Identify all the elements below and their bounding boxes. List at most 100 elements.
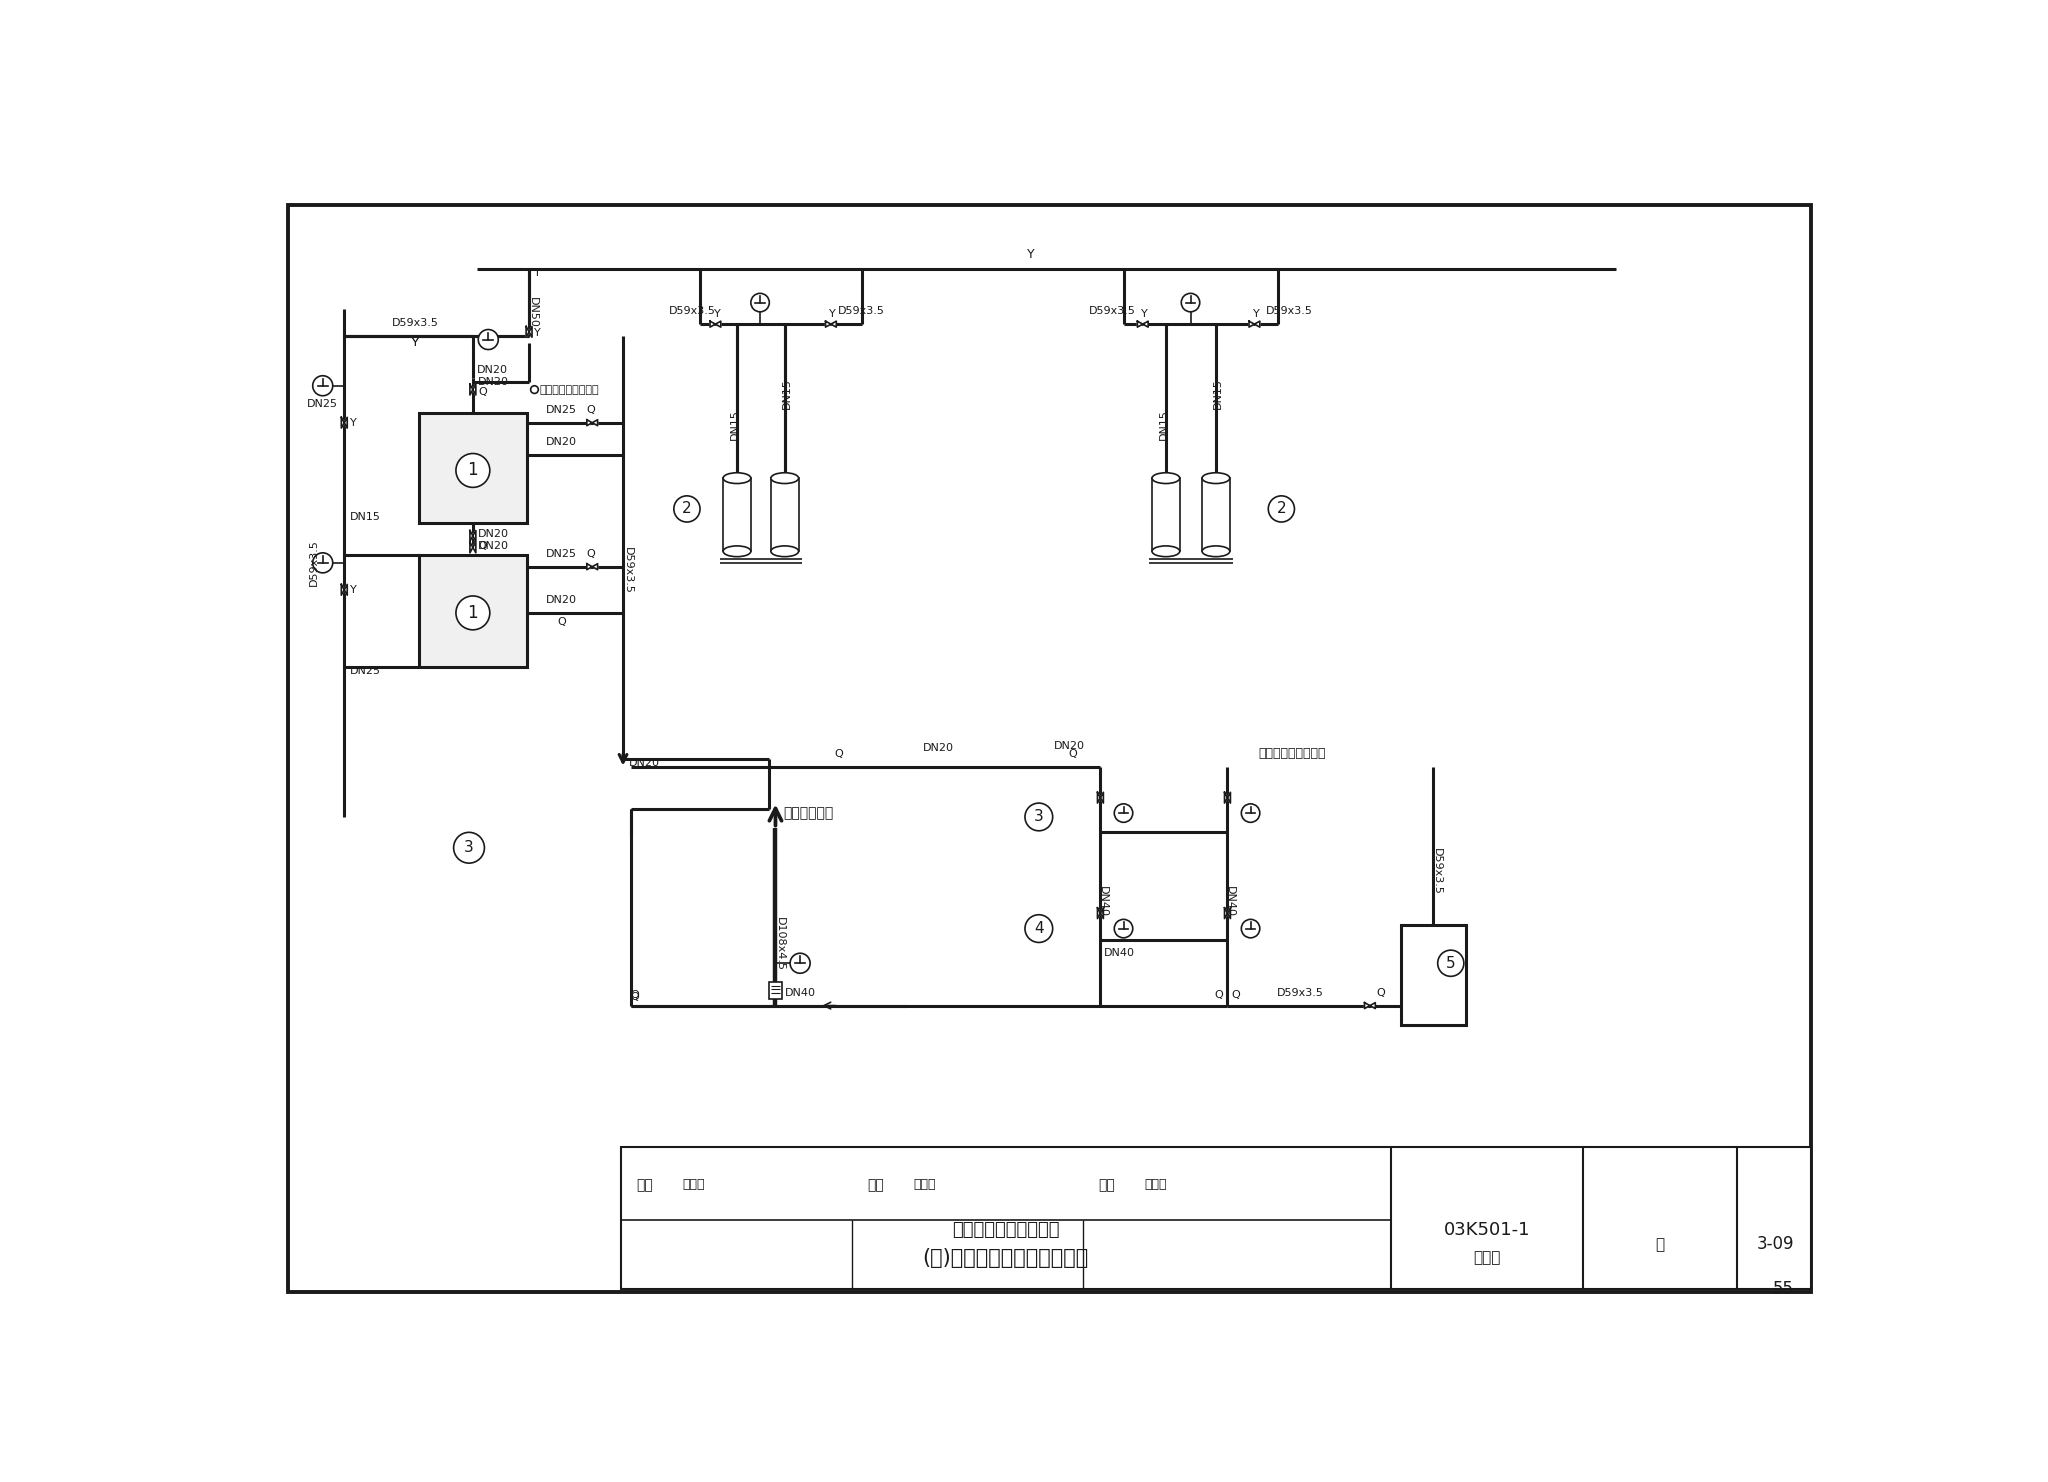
Polygon shape <box>1137 322 1149 328</box>
Bar <box>621 1147 1810 1289</box>
Polygon shape <box>1098 793 1104 803</box>
Text: D59x3.5: D59x3.5 <box>1266 307 1313 317</box>
Polygon shape <box>588 419 598 425</box>
Text: 55: 55 <box>1772 1280 1794 1298</box>
Bar <box>420 412 526 523</box>
Circle shape <box>1114 803 1133 823</box>
Text: D59x3.5: D59x3.5 <box>1278 988 1325 997</box>
Text: 2: 2 <box>682 501 692 516</box>
Bar <box>770 479 799 551</box>
Text: 页: 页 <box>1655 1237 1665 1252</box>
Text: DN25: DN25 <box>307 399 338 409</box>
Ellipse shape <box>770 545 799 557</box>
Circle shape <box>479 329 498 350</box>
Text: Q: Q <box>1376 988 1384 997</box>
Text: DN40: DN40 <box>1104 948 1135 957</box>
Polygon shape <box>342 418 348 428</box>
Text: DN20: DN20 <box>547 596 578 605</box>
Text: 胡卫卫: 胡卫卫 <box>913 1178 936 1192</box>
Polygon shape <box>1225 908 1231 919</box>
Text: Y: Y <box>1253 308 1260 319</box>
Text: DN20: DN20 <box>547 437 578 448</box>
Text: 3: 3 <box>1034 809 1044 824</box>
Text: DN20: DN20 <box>1055 741 1085 751</box>
Text: (一)飞机定检厂辐射供暖设计: (一)飞机定检厂辐射供暖设计 <box>922 1248 1090 1269</box>
Polygon shape <box>1225 793 1231 803</box>
Text: 安全阀泄压管接室外: 安全阀泄压管接室外 <box>541 385 600 394</box>
Ellipse shape <box>1202 545 1229 557</box>
Polygon shape <box>711 322 721 328</box>
Text: 1: 1 <box>467 461 477 480</box>
Circle shape <box>752 293 770 311</box>
Text: Q: Q <box>479 541 487 551</box>
Text: DN20: DN20 <box>479 529 510 539</box>
Bar <box>1401 925 1466 1026</box>
Text: Y: Y <box>350 418 356 428</box>
Text: DN50: DN50 <box>528 298 539 328</box>
Text: 至飞机定检厂: 至飞机定检厂 <box>782 806 834 820</box>
Text: 审核: 审核 <box>637 1178 653 1192</box>
Circle shape <box>1024 914 1053 943</box>
Text: D59x3.5: D59x3.5 <box>838 307 885 317</box>
Text: D59x3.5: D59x3.5 <box>391 319 438 328</box>
Text: Q: Q <box>631 991 639 1002</box>
Text: Q: Q <box>1231 990 1241 1000</box>
Polygon shape <box>469 384 475 396</box>
Polygon shape <box>526 326 532 338</box>
Text: DN25: DN25 <box>547 405 578 415</box>
Ellipse shape <box>1153 545 1180 557</box>
Polygon shape <box>825 322 836 328</box>
Text: Y: Y <box>713 308 721 319</box>
Circle shape <box>457 596 489 630</box>
Text: 1: 1 <box>467 603 477 622</box>
Circle shape <box>530 385 539 393</box>
Text: DN25: DN25 <box>547 548 578 559</box>
Text: DN20: DN20 <box>479 541 510 551</box>
Bar <box>1202 479 1229 551</box>
Text: DN15: DN15 <box>729 409 739 440</box>
Text: 3: 3 <box>465 840 473 855</box>
Text: Y: Y <box>350 585 356 594</box>
Text: 安全阀泄压管接室外: 安全阀泄压管接室外 <box>1257 747 1325 760</box>
Text: 4: 4 <box>1034 922 1044 937</box>
Text: 图集号: 图集号 <box>1473 1251 1501 1266</box>
Text: Y: Y <box>412 338 418 348</box>
Ellipse shape <box>1153 473 1180 483</box>
Circle shape <box>1024 803 1053 831</box>
Ellipse shape <box>1202 473 1229 483</box>
Ellipse shape <box>770 473 799 483</box>
Text: Q: Q <box>1214 990 1223 1000</box>
Circle shape <box>313 553 332 574</box>
Circle shape <box>1241 803 1260 823</box>
Circle shape <box>674 496 700 522</box>
Text: 5: 5 <box>1446 956 1456 971</box>
Text: D59x3.5: D59x3.5 <box>1090 307 1135 317</box>
Polygon shape <box>1364 1003 1376 1009</box>
Text: Y: Y <box>412 338 418 348</box>
Text: Q: Q <box>586 405 596 415</box>
Bar <box>723 479 752 551</box>
Text: DN15: DN15 <box>350 511 381 522</box>
Text: T: T <box>535 268 541 277</box>
Text: DN20: DN20 <box>479 376 510 387</box>
Text: Q: Q <box>557 617 565 627</box>
Text: Y: Y <box>829 308 836 319</box>
Circle shape <box>313 376 332 396</box>
Polygon shape <box>1098 908 1104 919</box>
Bar <box>1153 479 1180 551</box>
Bar <box>420 556 526 667</box>
Text: D59x3.5: D59x3.5 <box>309 539 319 587</box>
Text: Q: Q <box>586 548 596 559</box>
Text: Q: Q <box>834 750 844 759</box>
Text: 校对: 校对 <box>866 1178 885 1192</box>
Text: DN20: DN20 <box>924 742 954 753</box>
Ellipse shape <box>723 473 752 483</box>
Text: D59x3.5: D59x3.5 <box>1432 848 1442 895</box>
Text: 燃气间配气工艺流程图: 燃气间配气工艺流程图 <box>952 1221 1059 1239</box>
Text: D108x4.5: D108x4.5 <box>774 917 784 971</box>
Polygon shape <box>588 563 598 569</box>
Text: 设计: 设计 <box>1098 1178 1114 1192</box>
Text: Y: Y <box>1141 308 1147 319</box>
Text: Y: Y <box>1028 247 1034 261</box>
Text: DN40: DN40 <box>1098 886 1108 917</box>
